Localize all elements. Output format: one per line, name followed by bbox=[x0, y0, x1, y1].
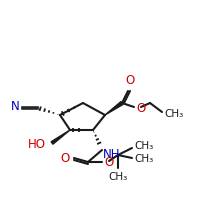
Text: O: O bbox=[61, 152, 70, 164]
Text: CH₃: CH₃ bbox=[108, 172, 128, 182]
Polygon shape bbox=[105, 102, 123, 115]
Text: NH: NH bbox=[103, 148, 120, 161]
Text: HO: HO bbox=[28, 138, 46, 150]
Text: CH₃: CH₃ bbox=[164, 109, 183, 119]
Text: CH₃: CH₃ bbox=[134, 154, 153, 164]
Text: N: N bbox=[11, 100, 20, 114]
Text: O: O bbox=[125, 74, 135, 87]
Text: O: O bbox=[136, 102, 145, 116]
Polygon shape bbox=[51, 130, 70, 144]
Text: CH₃: CH₃ bbox=[134, 141, 153, 151]
Text: O: O bbox=[104, 156, 113, 170]
